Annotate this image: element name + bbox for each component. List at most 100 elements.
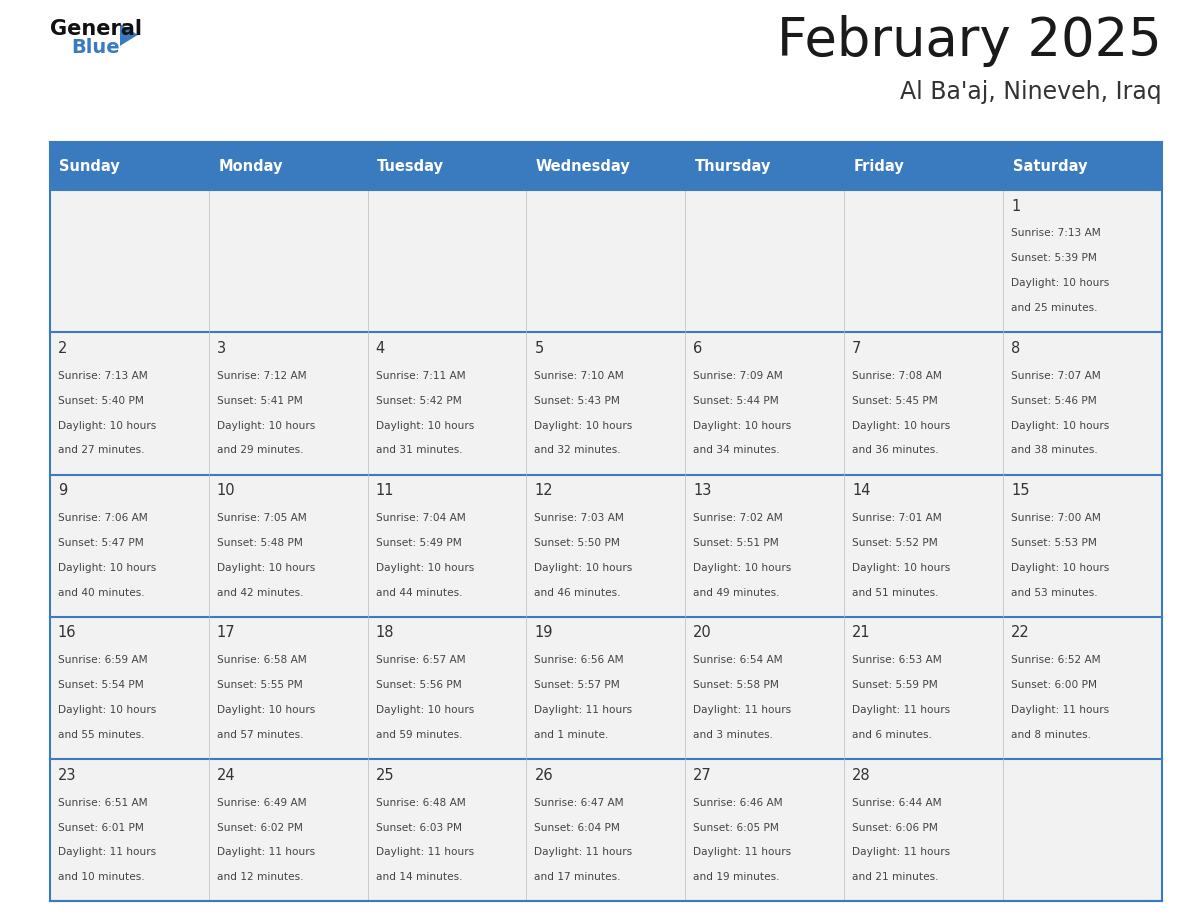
- Text: Daylight: 10 hours: Daylight: 10 hours: [694, 420, 791, 431]
- Text: and 1 minute.: and 1 minute.: [535, 730, 608, 740]
- Text: 17: 17: [216, 625, 235, 641]
- Text: Sunset: 5:49 PM: Sunset: 5:49 PM: [375, 538, 461, 548]
- Bar: [526, 142, 685, 190]
- Bar: [526, 190, 685, 332]
- Text: 11: 11: [375, 483, 394, 498]
- Text: and 57 minutes.: and 57 minutes.: [216, 730, 303, 740]
- Bar: [1003, 475, 1162, 617]
- Bar: [1003, 332, 1162, 475]
- Text: Sunset: 5:58 PM: Sunset: 5:58 PM: [694, 680, 779, 690]
- Text: Daylight: 11 hours: Daylight: 11 hours: [694, 705, 791, 715]
- Text: 23: 23: [58, 767, 76, 783]
- Text: Sunrise: 6:56 AM: Sunrise: 6:56 AM: [535, 655, 624, 666]
- Text: Daylight: 10 hours: Daylight: 10 hours: [1011, 420, 1110, 431]
- Text: Sunrise: 6:57 AM: Sunrise: 6:57 AM: [375, 655, 466, 666]
- Text: Sunrise: 6:54 AM: Sunrise: 6:54 AM: [694, 655, 783, 666]
- Text: Al Ba'aj, Nineveh, Iraq: Al Ba'aj, Nineveh, Iraq: [901, 80, 1162, 104]
- Text: 26: 26: [535, 767, 554, 783]
- Text: and 29 minutes.: and 29 minutes.: [216, 445, 303, 455]
- Text: Sunset: 5:43 PM: Sunset: 5:43 PM: [535, 396, 620, 406]
- Text: 2: 2: [58, 341, 68, 356]
- Text: Sunrise: 7:06 AM: Sunrise: 7:06 AM: [58, 513, 147, 523]
- Text: and 42 minutes.: and 42 minutes.: [216, 588, 303, 598]
- Text: Sunset: 5:57 PM: Sunset: 5:57 PM: [535, 680, 620, 690]
- Text: Sunrise: 6:52 AM: Sunrise: 6:52 AM: [1011, 655, 1100, 666]
- Text: Daylight: 10 hours: Daylight: 10 hours: [375, 420, 474, 431]
- Text: 8: 8: [1011, 341, 1020, 356]
- Text: Sunset: 5:56 PM: Sunset: 5:56 PM: [375, 680, 461, 690]
- Text: Sunset: 5:46 PM: Sunset: 5:46 PM: [1011, 396, 1097, 406]
- Text: and 17 minutes.: and 17 minutes.: [535, 872, 621, 882]
- Text: Daylight: 10 hours: Daylight: 10 hours: [216, 420, 315, 431]
- Text: 6: 6: [694, 341, 702, 356]
- Polygon shape: [120, 24, 138, 46]
- Text: Blue: Blue: [71, 39, 120, 57]
- Text: Sunrise: 6:46 AM: Sunrise: 6:46 AM: [694, 798, 783, 808]
- Text: 14: 14: [852, 483, 871, 498]
- Text: Daylight: 10 hours: Daylight: 10 hours: [216, 705, 315, 715]
- Text: 21: 21: [852, 625, 871, 641]
- Text: Tuesday: Tuesday: [377, 159, 444, 174]
- Bar: [367, 332, 526, 475]
- Bar: [50, 475, 209, 617]
- Text: and 38 minutes.: and 38 minutes.: [1011, 445, 1098, 455]
- Text: Daylight: 10 hours: Daylight: 10 hours: [375, 705, 474, 715]
- Bar: [50, 142, 209, 190]
- Text: Daylight: 10 hours: Daylight: 10 hours: [58, 705, 156, 715]
- Text: Sunrise: 7:02 AM: Sunrise: 7:02 AM: [694, 513, 783, 523]
- Text: Sunrise: 7:03 AM: Sunrise: 7:03 AM: [535, 513, 624, 523]
- Text: Sunset: 5:39 PM: Sunset: 5:39 PM: [1011, 253, 1097, 263]
- Text: and 44 minutes.: and 44 minutes.: [375, 588, 462, 598]
- Text: Sunrise: 7:13 AM: Sunrise: 7:13 AM: [1011, 229, 1101, 239]
- Text: and 21 minutes.: and 21 minutes.: [852, 872, 939, 882]
- Text: Sunrise: 6:59 AM: Sunrise: 6:59 AM: [58, 655, 147, 666]
- Text: Sunrise: 6:58 AM: Sunrise: 6:58 AM: [216, 655, 307, 666]
- Text: Daylight: 11 hours: Daylight: 11 hours: [375, 847, 474, 857]
- Text: and 14 minutes.: and 14 minutes.: [375, 872, 462, 882]
- Text: and 19 minutes.: and 19 minutes.: [694, 872, 779, 882]
- Text: Sunrise: 7:00 AM: Sunrise: 7:00 AM: [1011, 513, 1101, 523]
- Text: Daylight: 10 hours: Daylight: 10 hours: [535, 420, 633, 431]
- Text: Sunrise: 7:13 AM: Sunrise: 7:13 AM: [58, 371, 147, 381]
- Text: Daylight: 11 hours: Daylight: 11 hours: [852, 705, 950, 715]
- Text: and 49 minutes.: and 49 minutes.: [694, 588, 779, 598]
- Text: Friday: Friday: [854, 159, 904, 174]
- Text: Thursday: Thursday: [695, 159, 771, 174]
- Text: and 31 minutes.: and 31 minutes.: [375, 445, 462, 455]
- Bar: [526, 332, 685, 475]
- Bar: [1003, 617, 1162, 759]
- Text: Sunrise: 7:05 AM: Sunrise: 7:05 AM: [216, 513, 307, 523]
- Bar: [209, 759, 367, 901]
- Text: Sunrise: 7:10 AM: Sunrise: 7:10 AM: [535, 371, 624, 381]
- Text: Sunrise: 6:48 AM: Sunrise: 6:48 AM: [375, 798, 466, 808]
- Text: Daylight: 10 hours: Daylight: 10 hours: [852, 563, 950, 573]
- Text: Daylight: 10 hours: Daylight: 10 hours: [852, 420, 950, 431]
- Text: Sunrise: 6:44 AM: Sunrise: 6:44 AM: [852, 798, 942, 808]
- Text: Sunset: 5:42 PM: Sunset: 5:42 PM: [375, 396, 461, 406]
- Bar: [685, 617, 845, 759]
- Text: Daylight: 10 hours: Daylight: 10 hours: [58, 563, 156, 573]
- Text: and 36 minutes.: and 36 minutes.: [852, 445, 939, 455]
- Text: and 25 minutes.: and 25 minutes.: [1011, 303, 1098, 313]
- Text: Daylight: 10 hours: Daylight: 10 hours: [58, 420, 156, 431]
- Bar: [367, 617, 526, 759]
- Text: Daylight: 11 hours: Daylight: 11 hours: [535, 705, 632, 715]
- Text: and 40 minutes.: and 40 minutes.: [58, 588, 145, 598]
- Text: Daylight: 11 hours: Daylight: 11 hours: [694, 847, 791, 857]
- Bar: [845, 617, 1003, 759]
- Text: and 3 minutes.: and 3 minutes.: [694, 730, 773, 740]
- Text: and 8 minutes.: and 8 minutes.: [1011, 730, 1091, 740]
- Bar: [845, 332, 1003, 475]
- Bar: [685, 142, 845, 190]
- Text: Sunset: 5:50 PM: Sunset: 5:50 PM: [535, 538, 620, 548]
- Text: Sunset: 5:55 PM: Sunset: 5:55 PM: [216, 680, 303, 690]
- Text: Daylight: 11 hours: Daylight: 11 hours: [216, 847, 315, 857]
- Text: and 10 minutes.: and 10 minutes.: [58, 872, 145, 882]
- Text: Sunset: 5:59 PM: Sunset: 5:59 PM: [852, 680, 937, 690]
- Text: Sunset: 6:04 PM: Sunset: 6:04 PM: [535, 823, 620, 833]
- Text: Sunset: 6:06 PM: Sunset: 6:06 PM: [852, 823, 939, 833]
- Text: Sunrise: 7:01 AM: Sunrise: 7:01 AM: [852, 513, 942, 523]
- Text: February 2025: February 2025: [777, 16, 1162, 67]
- Text: Daylight: 10 hours: Daylight: 10 hours: [375, 563, 474, 573]
- Text: Sunday: Sunday: [59, 159, 120, 174]
